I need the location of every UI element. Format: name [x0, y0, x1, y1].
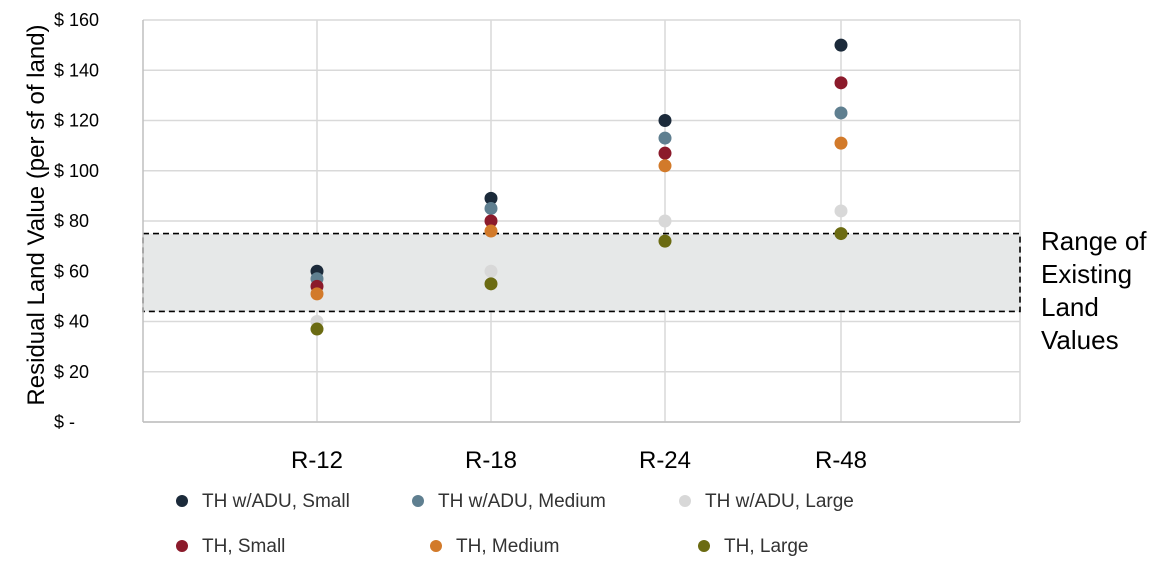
- legend-label: TH, Small: [202, 536, 285, 557]
- y-tick-labels: $ - $ 20 $ 40 $ 60 $ 80 $ 100 $ 120 $ 140 $ 160: [54, 10, 99, 432]
- y-tick-label: $ 60: [54, 261, 89, 281]
- data-point: [658, 159, 672, 173]
- data-point: [484, 191, 498, 205]
- data-point: [484, 264, 498, 278]
- range-annotation: Range of Existing Land Values: [1041, 226, 1147, 355]
- legend: TH w/ADU, Small TH w/ADU, Medium TH w/ADU,…: [176, 491, 854, 557]
- y-tick-label: $ 140: [54, 60, 99, 80]
- x-category-labels: R-12 R-18 R-24 R-48: [291, 447, 867, 474]
- data-point: [658, 234, 672, 248]
- data-point: [484, 224, 498, 238]
- data-point: [834, 204, 848, 218]
- range-annotation-line: Range of: [1041, 226, 1147, 256]
- range-annotation-line: Land: [1041, 292, 1099, 322]
- y-axis-label: Residual Land Value (per sf of land): [23, 24, 50, 405]
- data-point: [310, 322, 324, 336]
- x-category-label: R-12: [291, 447, 343, 474]
- data-point: [658, 214, 672, 228]
- data-point: [834, 38, 848, 52]
- data-point: [484, 277, 498, 291]
- gridlines: [143, 19, 1021, 423]
- y-tick-label: $ 160: [54, 10, 99, 30]
- legend-marker: [412, 495, 424, 507]
- data-point: [310, 287, 324, 301]
- legend-label: TH, Medium: [456, 536, 559, 557]
- data-point: [834, 106, 848, 120]
- data-point: [834, 227, 848, 241]
- legend-marker: [176, 495, 188, 507]
- data-point: [834, 136, 848, 150]
- y-tick-label: $ 100: [54, 161, 99, 181]
- x-category-label: R-24: [639, 447, 691, 474]
- legend-label: TH w/ADU, Small: [202, 491, 350, 512]
- legend-marker: [430, 540, 442, 552]
- range-annotation-line: Values: [1041, 325, 1119, 355]
- data-point: [658, 146, 672, 160]
- x-category-label: R-18: [465, 447, 517, 474]
- y-tick-label: $ 40: [54, 312, 89, 332]
- data-point: [658, 114, 672, 127]
- y-tick-label: $ 20: [54, 362, 89, 382]
- x-category-label: R-48: [815, 447, 867, 474]
- data-point: [658, 131, 672, 145]
- data-point: [834, 76, 848, 90]
- data-point: [484, 214, 498, 228]
- data-point: [484, 201, 498, 215]
- legend-marker: [176, 540, 188, 552]
- legend-label: TH w/ADU, Medium: [438, 491, 606, 512]
- y-tick-label: $ 80: [54, 211, 89, 231]
- range-annotation-line: Existing: [1041, 259, 1132, 289]
- legend-label: TH w/ADU, Large: [705, 491, 854, 512]
- legend-marker: [679, 495, 691, 507]
- y-tick-label: $ -: [54, 412, 75, 432]
- legend-marker: [698, 540, 710, 552]
- y-tick-label: $ 120: [54, 111, 99, 131]
- data-points: [310, 38, 848, 336]
- legend-label: TH, Large: [724, 536, 808, 557]
- existing-land-value-range-band: [142, 232, 1021, 313]
- axes: [142, 20, 1020, 423]
